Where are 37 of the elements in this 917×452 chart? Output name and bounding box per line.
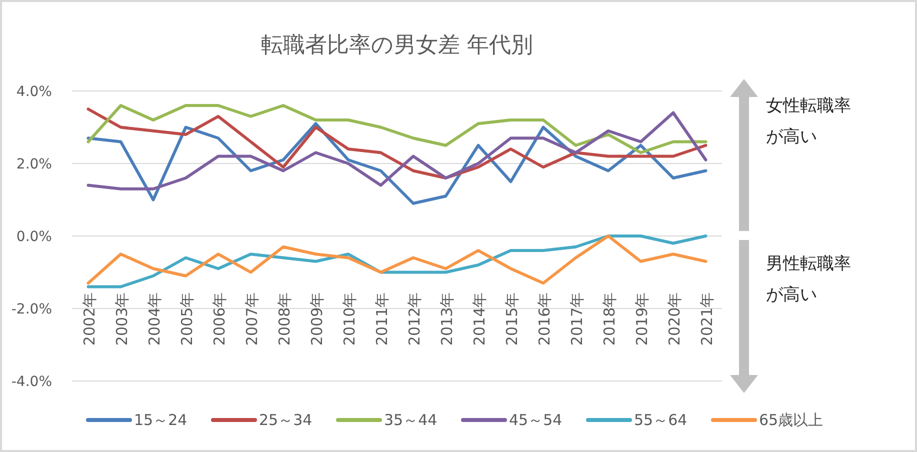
line-series xyxy=(86,104,708,154)
x-tick-label: 2015年 xyxy=(502,292,521,346)
legend-label: 25～34 xyxy=(259,411,312,429)
y-tick-label: -2.0% xyxy=(11,302,52,318)
x-tick-label: 2017年 xyxy=(568,292,586,346)
legend-label: 45～54 xyxy=(509,411,562,429)
x-tick-label: 2007年 xyxy=(242,292,261,346)
line-series xyxy=(86,108,708,180)
x-tick-label: 2008年 xyxy=(275,292,294,346)
x-tick-label: 2002年 xyxy=(80,292,98,346)
x-tick-label: 2016年 xyxy=(535,292,554,346)
y-tick-label: -4.0% xyxy=(11,374,52,390)
x-tick-label: 2005年 xyxy=(178,292,196,346)
x-tick-label: 2006年 xyxy=(210,292,228,346)
x-tick-label: 2010年 xyxy=(340,292,358,346)
x-tick-label: 2013年 xyxy=(438,292,456,346)
x-tick-label: 2009年 xyxy=(308,292,326,346)
x-tick-label: 2021年 xyxy=(698,292,716,346)
x-tick-label: 2014年 xyxy=(470,292,488,346)
y-tick-label: 4.0% xyxy=(16,84,52,100)
x-tick-label: 2020年 xyxy=(665,292,684,346)
y-tick-label: 2.0% xyxy=(16,156,52,172)
text: 男性転職率が高い xyxy=(766,253,852,307)
text: 女性転職率が高い xyxy=(766,95,852,149)
x-tick-label: 2004年 xyxy=(145,292,164,346)
x-tick-label: 2018年 xyxy=(600,292,618,346)
x-tick-label: 2003年 xyxy=(112,292,131,346)
chart-title: 転職者比率の男女差 年代別 xyxy=(261,33,533,58)
line-series xyxy=(86,111,708,190)
legend-label: 35～44 xyxy=(384,411,438,429)
legend-label: 15～24 xyxy=(134,411,188,429)
x-tick-label: 2012年 xyxy=(405,292,424,346)
y-tick-label: 0.0% xyxy=(16,229,52,245)
legend-label: 55～64 xyxy=(634,411,688,429)
x-tick-label: 2011年 xyxy=(372,292,391,346)
legend-label: 65歳以上 xyxy=(759,411,824,429)
x-tick-label: 2019年 xyxy=(632,292,651,346)
